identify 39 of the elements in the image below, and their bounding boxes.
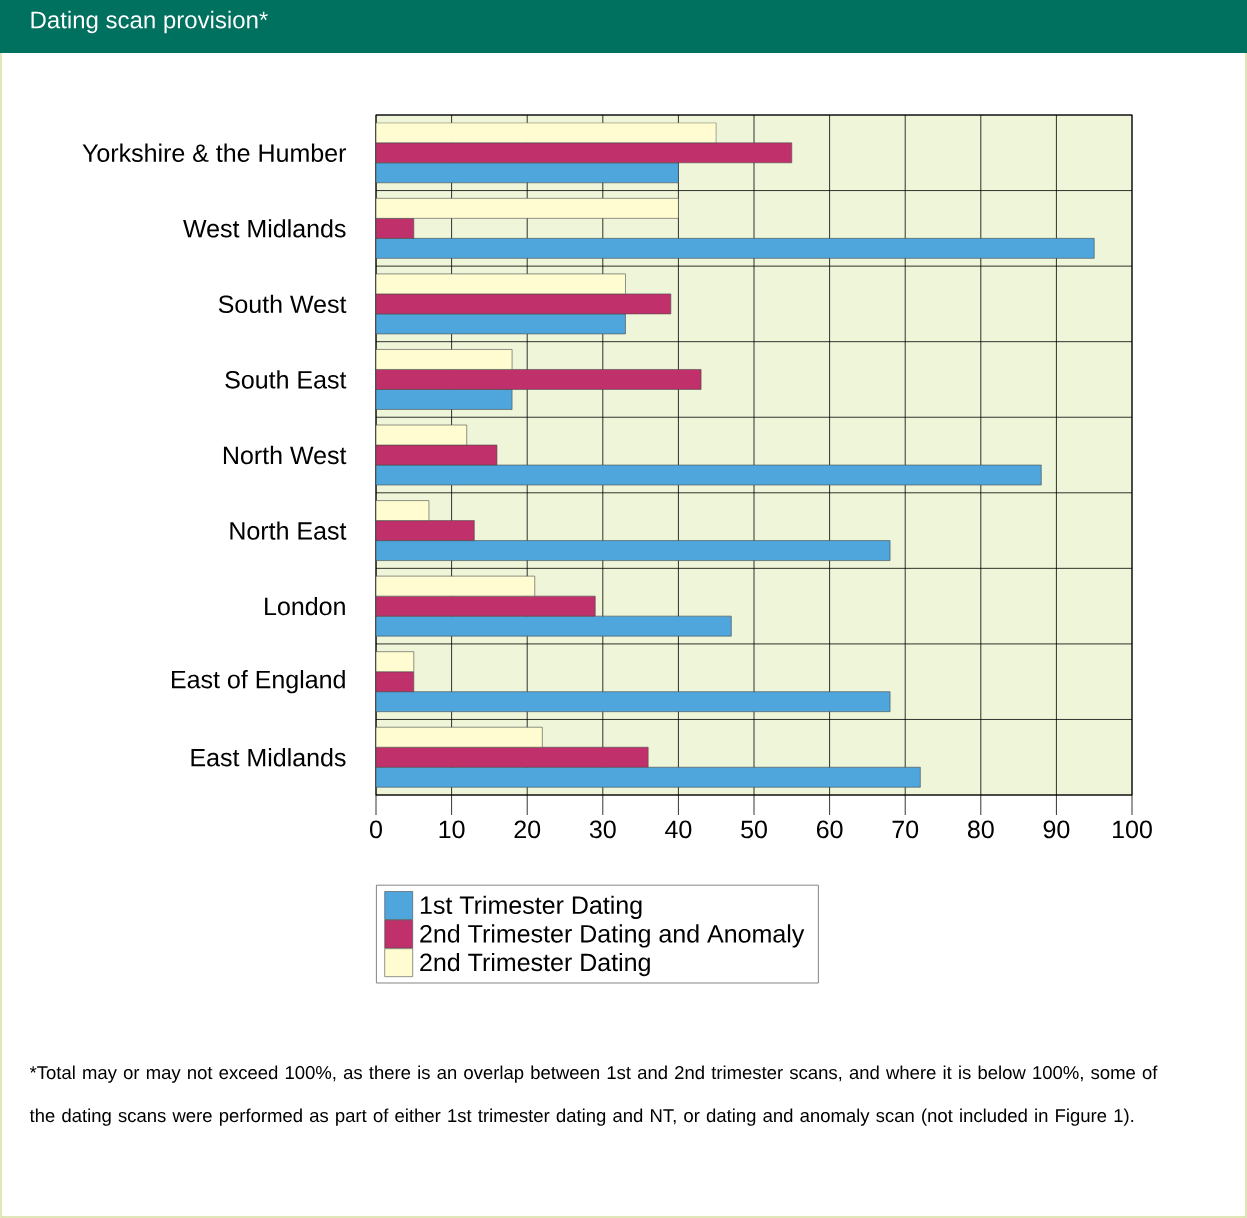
- bar: [376, 691, 891, 712]
- bar: [376, 746, 649, 768]
- bar: [376, 389, 513, 410]
- x-tick-label: 50: [741, 820, 767, 839]
- bar: [376, 540, 891, 561]
- x-tick-label: 60: [816, 820, 843, 839]
- legend-label: 2nd Trimester Dating: [420, 952, 650, 977]
- x-tick-label: 30: [589, 820, 616, 839]
- bar: [376, 142, 793, 164]
- x-tick-label: 10: [439, 820, 465, 839]
- x-tick-label: 80: [967, 820, 994, 839]
- text: Dating scan provision*: [31, 10, 268, 34]
- bar: [376, 162, 679, 184]
- bar: [376, 238, 1095, 259]
- y-tick-label: West Midlands: [183, 219, 346, 238]
- text: *Total may or may not exceed 100%, as there is an overlap between 1st and 2nd trimester scans, and where it is below 100%, some of the dating scans were performed as part of either 1st trimester dating and NT, or dating and anomaly scan (not included in Figure 1).: [29, 1065, 1158, 1126]
- y-tick-label: East Midlands: [191, 748, 346, 767]
- x-tick-label: 100: [1113, 820, 1152, 839]
- x-tick-label: 20: [514, 820, 541, 839]
- bar: [376, 766, 921, 788]
- y-tick-label: East of England: [172, 670, 345, 694]
- y-tick-label: South East: [225, 370, 347, 389]
- x-tick-label: 0: [370, 820, 382, 839]
- bar: [376, 615, 732, 637]
- bar: [376, 464, 1042, 486]
- y-tick-label: Yorkshire & the Humber: [82, 143, 346, 162]
- bar: [376, 520, 475, 541]
- y-tick-label: North East: [230, 521, 347, 540]
- legend-label: 1st Trimester Dating: [420, 895, 642, 919]
- x-tick-label: 70: [892, 820, 919, 839]
- bar: [376, 369, 702, 390]
- legend-label: 2nd Trimester Dating and Anomaly: [420, 924, 805, 948]
- bar: [376, 671, 415, 692]
- x-tick-label: 90: [1043, 820, 1070, 839]
- x-tick-label: 40: [665, 820, 692, 839]
- y-tick-label: South West: [218, 294, 347, 314]
- y-tick-label: North West: [223, 445, 347, 465]
- bar: [376, 218, 415, 239]
- y-tick-label: London: [265, 596, 345, 616]
